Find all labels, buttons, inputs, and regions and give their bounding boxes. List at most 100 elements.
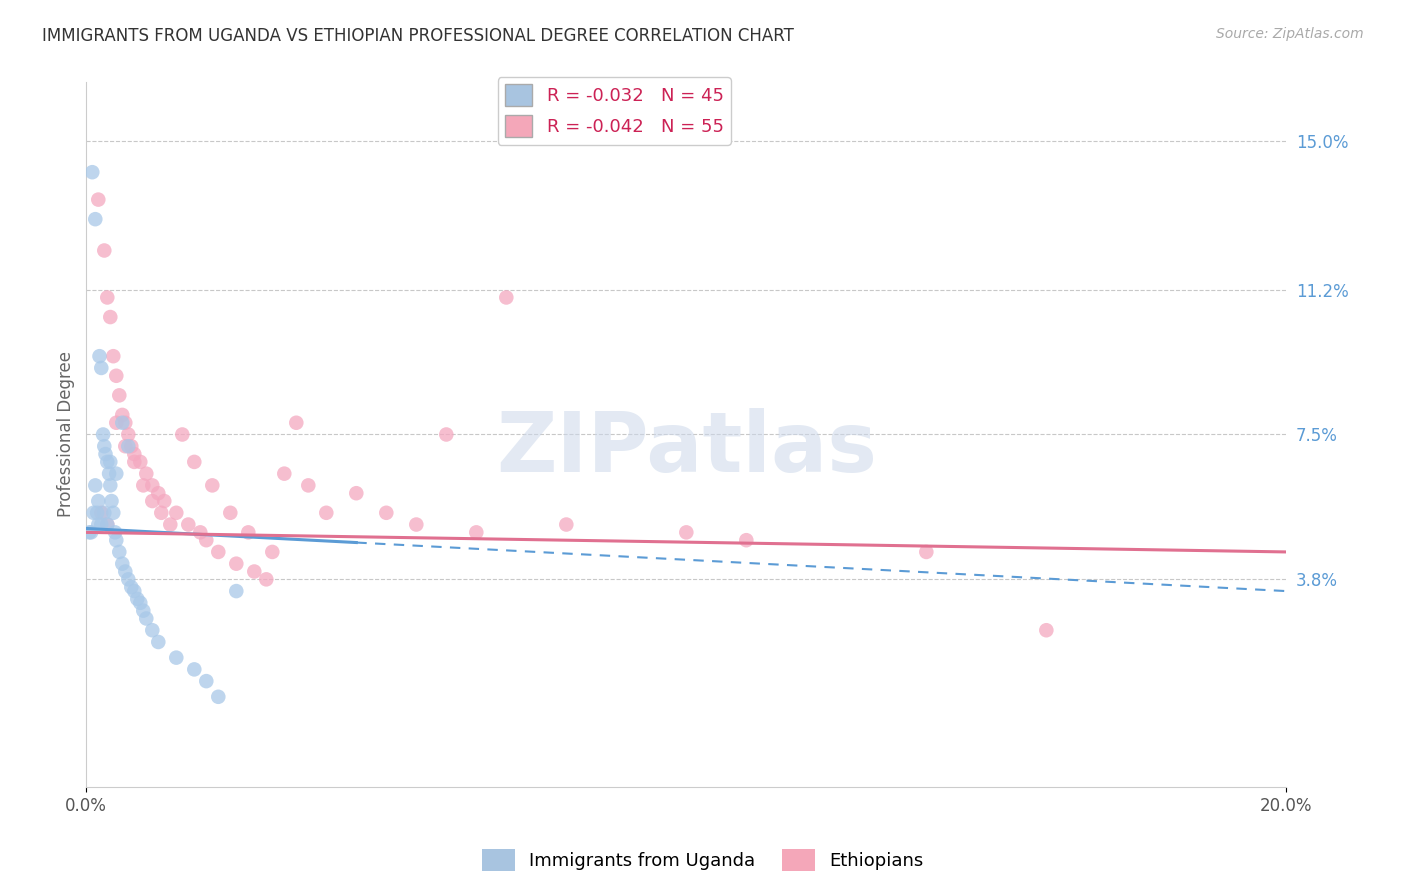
Point [238, 525, 260, 540]
Point [114, 439, 136, 453]
Point [89, 349, 111, 363]
Point [183, 455, 205, 469]
Point [219, 506, 242, 520]
Point [98, 478, 121, 492]
Point [297, 478, 319, 492]
Point [207, 690, 229, 704]
Point [165, 506, 187, 520]
Point [114, 565, 136, 579]
Point [82, 506, 104, 520]
Point [285, 416, 308, 430]
Point [80, 525, 103, 540]
Point [96, 290, 118, 304]
Point [132, 478, 155, 492]
Point [87, 494, 110, 508]
Point [120, 580, 142, 594]
Point [188, 525, 211, 540]
Point [132, 604, 155, 618]
Point [177, 517, 200, 532]
Point [91, 427, 114, 442]
Point [159, 517, 181, 532]
Legend: Immigrants from Uganda, Ethiopians: Immigrants from Uganda, Ethiopians [475, 842, 931, 879]
Point [675, 525, 697, 540]
Point [495, 290, 517, 304]
Point [148, 635, 170, 649]
Point [105, 416, 128, 430]
Point [195, 533, 218, 548]
Point [375, 506, 398, 520]
Text: ZIPatlas: ZIPatlas [496, 408, 877, 489]
Point [108, 388, 131, 402]
Point [195, 674, 218, 689]
Point [135, 611, 157, 625]
Point [465, 525, 488, 540]
Point [93, 439, 115, 453]
Point [165, 650, 187, 665]
Point [141, 494, 163, 508]
Point [96, 455, 118, 469]
Text: IMMIGRANTS FROM UGANDA VS ETHIOPIAN PROFESSIONAL DEGREE CORRELATION CHART: IMMIGRANTS FROM UGANDA VS ETHIOPIAN PROF… [42, 27, 794, 45]
Text: Source: ZipAtlas.com: Source: ZipAtlas.com [1216, 27, 1364, 41]
Point [183, 662, 205, 676]
Legend: R = -0.032   N = 45, R = -0.042   N = 55: R = -0.032 N = 45, R = -0.042 N = 55 [498, 77, 731, 145]
Point [90, 360, 112, 375]
Point [108, 545, 131, 559]
Point [103, 349, 125, 363]
Point [87, 517, 110, 532]
Point [243, 565, 266, 579]
Point [86, 506, 108, 520]
Point [127, 591, 149, 606]
Point [150, 506, 173, 520]
Point [254, 572, 277, 586]
Point [148, 486, 170, 500]
Point [117, 572, 139, 586]
Point [84, 478, 107, 492]
Point [105, 533, 128, 548]
Point [96, 517, 118, 532]
Point [201, 478, 224, 492]
Point [405, 517, 427, 532]
Point [315, 506, 337, 520]
Point [207, 545, 229, 559]
Point [262, 545, 284, 559]
Point [84, 212, 107, 227]
Point [120, 439, 142, 453]
Point [96, 517, 118, 532]
Point [124, 447, 146, 461]
Point [104, 525, 127, 540]
Point [100, 494, 122, 508]
Point [434, 427, 457, 442]
Point [915, 545, 938, 559]
Point [98, 310, 121, 324]
Point [273, 467, 295, 481]
Y-axis label: Professional Degree: Professional Degree [58, 351, 75, 517]
Point [93, 506, 115, 520]
Point [98, 455, 121, 469]
Point [153, 494, 176, 508]
Point [90, 517, 112, 532]
Point [111, 557, 134, 571]
Point [141, 624, 163, 638]
Point [87, 193, 110, 207]
Point [124, 455, 146, 469]
Point [735, 533, 758, 548]
Point [98, 467, 121, 481]
Point [129, 455, 152, 469]
Point [129, 596, 152, 610]
Point [135, 467, 157, 481]
Point [1035, 624, 1057, 638]
Point [111, 416, 134, 430]
Point [94, 447, 117, 461]
Point [90, 506, 112, 520]
Point [105, 368, 128, 383]
Point [103, 506, 125, 520]
Point [117, 439, 139, 453]
Point [124, 584, 146, 599]
Point [225, 584, 247, 599]
Point [114, 416, 136, 430]
Point [82, 165, 104, 179]
Point [141, 478, 163, 492]
Point [344, 486, 367, 500]
Point [225, 557, 247, 571]
Point [172, 427, 194, 442]
